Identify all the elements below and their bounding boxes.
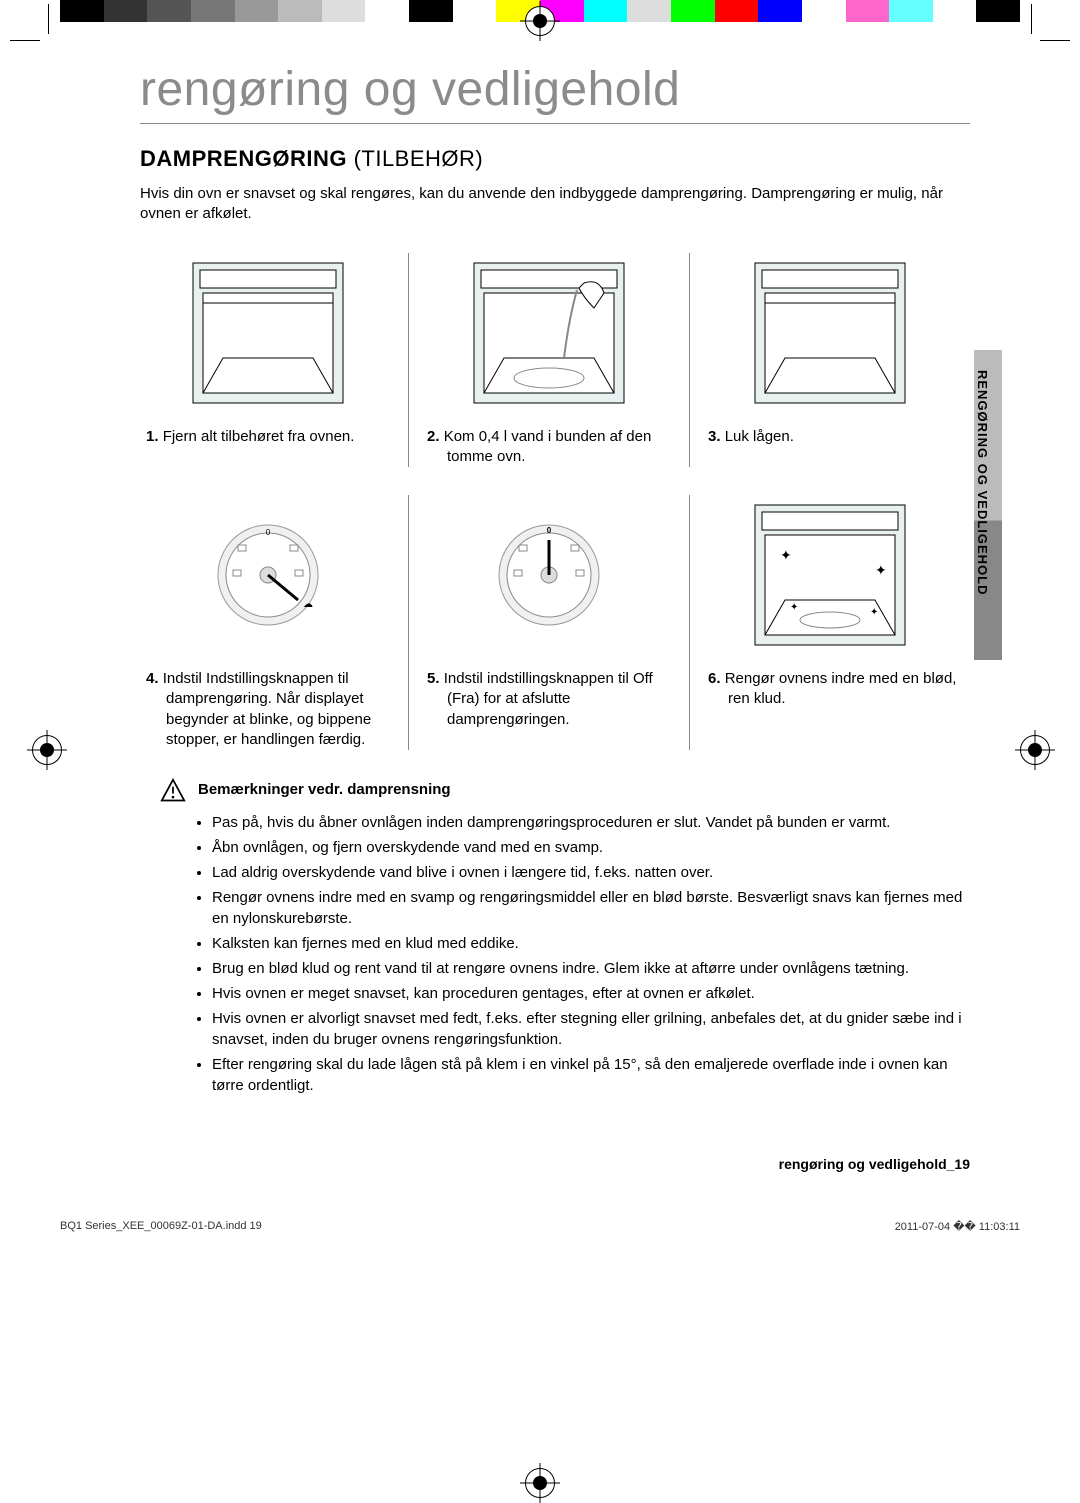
- registration-mark-icon: [525, 1468, 555, 1498]
- warning-icon: [160, 778, 186, 804]
- warning-title: Bemærkninger vedr. damprensning: [198, 778, 451, 798]
- bullet-item: Pas på, hvis du åbner ovnlågen inden dam…: [212, 812, 970, 833]
- page-title: rengøring og vedligehold: [140, 62, 970, 124]
- bullet-item: Hvis ovnen er meget snavset, kan procedu…: [212, 983, 970, 1004]
- step-text: 5. Indstil indstillingsknappen til Off (…: [441, 669, 677, 730]
- svg-text:0: 0: [266, 528, 271, 537]
- heading-light: (TILBEHØR): [347, 146, 483, 171]
- bullet-item: Rengør ovnens indre med en svamp og reng…: [212, 887, 970, 929]
- step-text: 2. Kom 0,4 l vand i bunden af den tomme …: [441, 427, 677, 468]
- step-4: 0 ☁ 4. Indstil Indstillingsknappen til d…: [140, 495, 408, 750]
- svg-text:☁: ☁: [303, 599, 313, 610]
- print-file-name: BQ1 Series_XEE_00069Z-01-DA.indd 19: [60, 1220, 262, 1233]
- step-5: 0 5. Indstil indstillingsknappen til Off…: [408, 495, 689, 750]
- svg-text:✦: ✦: [780, 547, 792, 563]
- bullet-item: Kalksten kan fjernes med en klud med edd…: [212, 933, 970, 954]
- step-text: 1. Fjern alt tilbehøret fra ovnen.: [160, 427, 396, 447]
- oven-empty-illustration: [140, 253, 396, 413]
- bullet-item: Lad aldrig overskydende vand blive i ovn…: [212, 862, 970, 883]
- oven-clean-illustration: ✦ ✦ ✦ ✦: [702, 495, 958, 655]
- step-1: 1. Fjern alt tilbehøret fra ovnen.: [140, 253, 408, 468]
- oven-closed-illustration: [702, 253, 958, 413]
- section-tab-label: RENGØRING OG VEDLIGEHOLD: [971, 362, 994, 604]
- step-text: 4. Indstil Indstillingsknappen til dampr…: [160, 669, 396, 750]
- step-2: 2. Kom 0,4 l vand i bunden af den tomme …: [408, 253, 689, 468]
- warning-bullets: Pas på, hvis du åbner ovnlågen inden dam…: [212, 812, 970, 1096]
- section-heading: DAMPRENGØRING (TILBEHØR): [140, 146, 970, 172]
- dial-steam-illustration: 0 ☁: [140, 495, 396, 655]
- steps-row-2: 0 ☁ 4. Indstil Indstillingsknappen til d…: [140, 495, 970, 750]
- warning-heading-row: Bemærkninger vedr. damprensning: [160, 778, 970, 804]
- dial-off-illustration: 0: [421, 495, 677, 655]
- oven-pour-water-illustration: [421, 253, 677, 413]
- intro-paragraph: Hvis din ovn er snavset og skal rengøres…: [140, 184, 970, 225]
- steps-row-1: 1. Fjern alt tilbehøret fra ovnen. 2. Ko…: [140, 253, 970, 468]
- print-footer: BQ1 Series_XEE_00069Z-01-DA.indd 19 2011…: [0, 1212, 1080, 1249]
- page-content: RENGØRING OG VEDLIGEHOLD rengøring og ve…: [0, 22, 1080, 1212]
- heading-bold: DAMPRENGØRING: [140, 146, 347, 171]
- svg-text:✦: ✦: [870, 607, 878, 618]
- bullet-item: Brug en blød klud og rent vand til at re…: [212, 958, 970, 979]
- step-text: 6. Rengør ovnens indre med en blød, ren …: [722, 669, 958, 710]
- svg-text:✦: ✦: [875, 562, 887, 578]
- page-footer-label: rengøring og vedligehold_19: [140, 1156, 970, 1172]
- step-3: 3. Luk lågen.: [689, 253, 970, 468]
- bullet-item: Åbn ovnlågen, og fjern overskydende vand…: [212, 837, 970, 858]
- step-text: 3. Luk lågen.: [722, 427, 958, 447]
- step-6: ✦ ✦ ✦ ✦ 6. Rengør ovnens indre med en bl…: [689, 495, 970, 750]
- svg-text:0: 0: [547, 526, 552, 535]
- print-timestamp: 2011-07-04 �� 11:03:11: [895, 1220, 1020, 1233]
- svg-text:✦: ✦: [790, 602, 798, 613]
- bullet-item: Efter rengøring skal du lade lågen stå p…: [212, 1054, 970, 1096]
- bullet-item: Hvis ovnen er alvorligt snavset med fedt…: [212, 1008, 970, 1050]
